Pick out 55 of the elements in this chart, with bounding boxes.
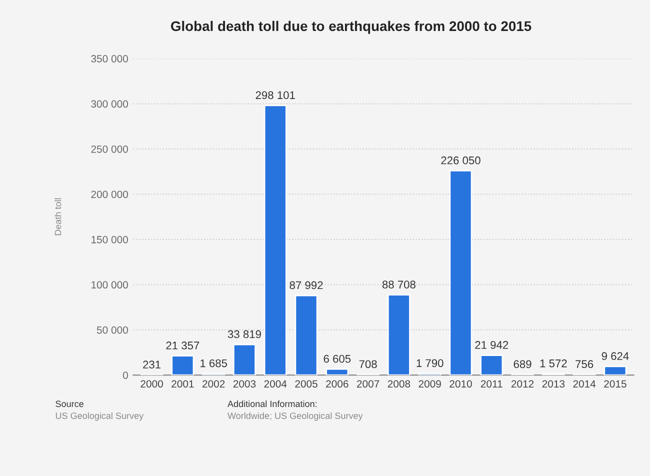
x-tick-label: 2006 [326,380,348,388]
x-tick-label: 2004 [264,380,287,388]
bar [171,355,194,376]
text: Additional Information: [228,400,317,408]
data-label: 87 992 [290,281,323,290]
data-label: 708 [359,360,377,368]
data-label: 88 708 [382,280,416,288]
x-tick-label: 2005 [295,380,318,388]
x-tick-label: 2014 [573,380,596,388]
data-label: 231 [143,360,161,369]
x-tick-label: 2007 [356,380,380,388]
data-label: 689 [514,360,532,368]
data-label: 9 624 [602,352,629,360]
text: Worldwide; US Geological Survey [228,412,363,421]
x-tick-label: 2001 [172,380,194,388]
bar [326,368,349,376]
x-tick-label: 2003 [233,380,256,388]
bar [264,104,287,376]
bar [480,354,504,376]
bar [232,344,256,376]
y-tick-label: 100 000 [92,281,128,289]
x-tick-label: 2015 [604,380,626,388]
y-axis-title: Death toll [54,198,62,236]
text: Source [56,400,84,408]
x-tick-label: 2009 [418,380,441,388]
data-label: 6 605 [324,354,351,363]
y-tick-label: 250 000 [91,145,128,153]
bar [604,366,627,376]
y-tick-label: 50 000 [96,326,128,334]
x-tick-label: 2010 [450,380,472,388]
x-tick-label: 2012 [511,380,534,388]
data-label: 298 101 [256,91,295,100]
y-tick-label: 350 000 [91,55,128,62]
x-tick-label: 2002 [202,380,225,388]
data-label: 756 [576,360,594,368]
x-tick-label: 2011 [480,380,502,388]
data-label: 21 942 [475,341,508,349]
data-label: 33 819 [228,330,261,338]
x-tick-label: 2008 [388,380,410,388]
data-label: 21 357 [166,342,200,350]
chart-title: Global death toll due to earthquakes from 2000 to 2015 [170,20,532,34]
bar [449,170,472,376]
data-label: 226 050 [441,156,480,164]
x-tick-label: 2000 [140,380,163,388]
text: US Geological Survey [56,412,144,421]
y-tick-label: 150 000 [92,236,128,244]
bar [387,294,410,376]
y-tick-label: 0 [123,372,128,379]
data-label: 1 685 [200,359,228,368]
y-tick-label: 300 000 [91,100,128,108]
x-tick-label: 2013 [542,380,565,388]
y-tick-label: 200 000 [91,190,128,198]
data-label: 1 572 [540,359,567,368]
data-label: 1 790 [416,359,444,368]
bar [294,294,318,376]
